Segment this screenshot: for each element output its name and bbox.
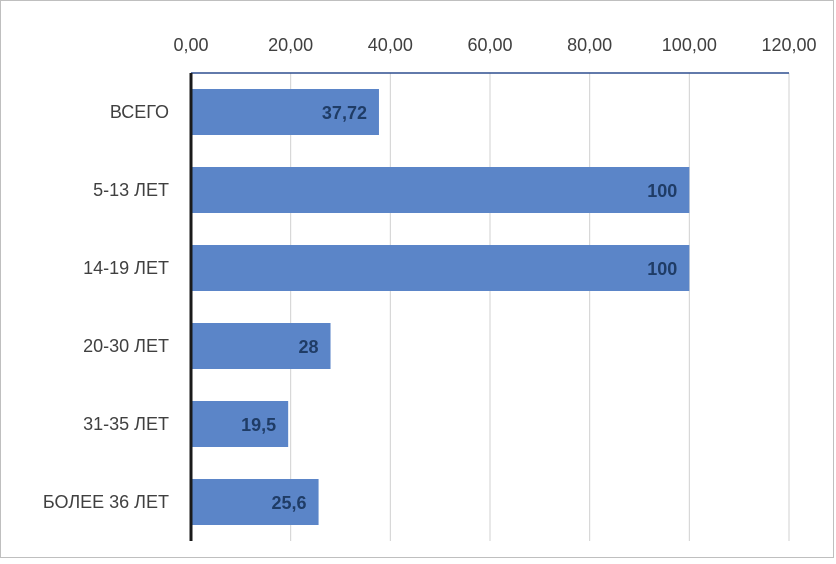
category-label: 31-35 ЛЕТ bbox=[83, 414, 169, 434]
category-label: ВСЕГО bbox=[110, 102, 169, 122]
x-tick-label: 60,00 bbox=[467, 35, 512, 55]
x-tick-label: 20,00 bbox=[268, 35, 313, 55]
x-tick-label: 120,00 bbox=[761, 35, 816, 55]
data-label: 100 bbox=[647, 259, 677, 279]
data-label: 28 bbox=[299, 337, 319, 357]
data-label: 19,5 bbox=[241, 415, 276, 435]
x-tick-label: 0,00 bbox=[173, 35, 208, 55]
category-label: БОЛЕЕ 36 ЛЕТ bbox=[43, 492, 169, 512]
data-label: 37,72 bbox=[322, 103, 367, 123]
bar bbox=[191, 245, 690, 291]
bar bbox=[191, 167, 690, 213]
x-tick-label: 80,00 bbox=[567, 35, 612, 55]
category-label: 14-19 ЛЕТ bbox=[83, 258, 169, 278]
x-tick-label: 100,00 bbox=[662, 35, 717, 55]
bar bbox=[191, 323, 331, 369]
x-tick-label: 40,00 bbox=[368, 35, 413, 55]
category-label: 5-13 ЛЕТ bbox=[93, 180, 169, 200]
bar bbox=[191, 89, 379, 135]
bar bbox=[191, 401, 289, 447]
data-label: 25,6 bbox=[272, 493, 307, 513]
category-label: 20-30 ЛЕТ bbox=[83, 336, 169, 356]
bar bbox=[191, 479, 319, 525]
data-label: 100 bbox=[647, 181, 677, 201]
